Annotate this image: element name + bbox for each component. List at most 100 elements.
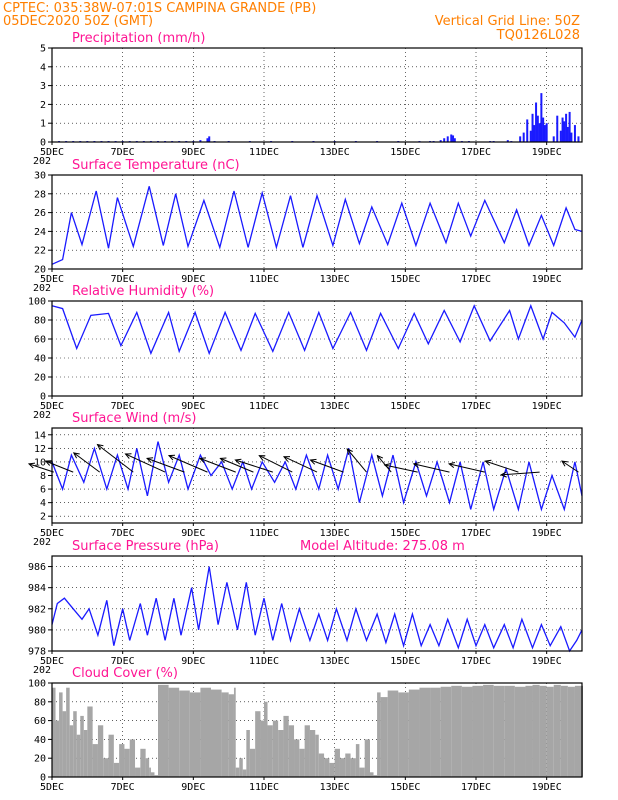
cloud-column — [140, 748, 146, 777]
wind-title: Surface Wind (m/s) — [72, 411, 196, 426]
cloud-column — [179, 690, 190, 777]
cloud-column — [324, 758, 330, 777]
header-date: 05DEC2020 50Z (GMT) — [3, 14, 153, 29]
cloud-column — [483, 684, 494, 777]
wind-vector-shaft — [384, 464, 418, 473]
precip-bar — [561, 117, 564, 142]
x-tick-label: 13DEC — [320, 782, 350, 793]
panel-temp: 20 22 24 26 28 30 5DEC 7DEC 9DEC 11DEC 13DEC 15DEC 1… — [33, 158, 583, 294]
y-tick-label: 4 — [40, 62, 46, 73]
y-tick-label: 8 — [40, 471, 46, 482]
cloud-column — [451, 685, 462, 777]
x-tick-label: 5DEC — [40, 147, 64, 158]
y-tick-label: 80 — [34, 316, 46, 327]
wind-vector — [72, 452, 100, 473]
wind-vector-shaft — [45, 460, 74, 473]
wind-vector-head — [146, 457, 154, 464]
precip-bar — [565, 113, 568, 142]
x-tick-label: 5DEC — [40, 401, 64, 412]
cloud-column — [472, 685, 484, 777]
x-tick-label: 17DEC — [461, 782, 491, 793]
x-tick-label: 17DEC — [461, 274, 491, 285]
x-year-label-clipped: 202 — [33, 665, 51, 676]
wind-vector-shaft — [283, 456, 318, 473]
precip-bar — [536, 115, 539, 142]
wind-vector-head — [44, 460, 52, 466]
panel-frame — [51, 555, 583, 652]
y-tick-label: 986 — [28, 562, 46, 573]
precip-bar — [543, 125, 546, 142]
cloud-column — [315, 734, 319, 777]
y-tick-label: 60 — [34, 335, 46, 346]
x-tick-label: 15DEC — [390, 656, 420, 667]
wind-vector-head — [447, 462, 456, 468]
cloud-column — [288, 725, 295, 777]
y-tick-label: 0 — [40, 138, 46, 149]
x-tick-label: 11DEC — [249, 528, 279, 539]
y-tick-label: 20 — [34, 754, 46, 765]
wind-vector — [383, 463, 418, 473]
x-tick-label: 7DEC — [111, 782, 135, 793]
cloud-column — [299, 748, 305, 777]
x-tick-label: 13DEC — [320, 274, 350, 285]
x-tick-label: 19DEC — [532, 656, 562, 667]
cloud-column — [345, 753, 351, 777]
cloud-column — [145, 758, 150, 777]
rh-title: Relative Humidity (%) — [72, 284, 214, 299]
wind-vector-head — [124, 453, 132, 459]
cloud-column — [52, 687, 56, 777]
x-tick-label: 17DEC — [461, 401, 491, 412]
precip-bar — [519, 136, 522, 142]
temp-line — [51, 186, 583, 265]
precip-bar — [531, 113, 534, 142]
wind-vector-shaft — [448, 463, 485, 473]
cloud-column — [504, 685, 515, 777]
cloud-column — [567, 686, 575, 777]
wind-vector-shaft — [168, 455, 208, 473]
cloud-column — [370, 772, 374, 777]
cloud-column — [546, 686, 554, 777]
precip-bar — [452, 135, 455, 142]
wind-vector — [258, 455, 293, 473]
cloud-column — [430, 687, 441, 777]
x-tick-label: 9DEC — [181, 656, 205, 667]
pres-title: Surface Pressure (hPa) — [72, 539, 219, 554]
x-tick-label: 7DEC — [111, 528, 135, 539]
y-tick-label: 14 — [34, 430, 46, 441]
y-tick-label: 20 — [34, 373, 46, 384]
cloud-column — [387, 690, 399, 777]
x-tick-label: 5DEC — [40, 528, 64, 539]
wind-vector-shaft — [125, 453, 166, 473]
cloud-column — [62, 711, 67, 777]
precip-bar — [206, 138, 209, 142]
panel-frame — [51, 47, 583, 143]
y-tick-label: 6 — [40, 485, 46, 496]
precip-bar — [535, 102, 538, 142]
panel-cloud: 0 20 40 60 80 100 5DEC 7DEC 9DEC 11DEC 13DEC 15DEC 1… — [28, 666, 583, 793]
panel-pres: 978 980 982 984 986 5DEC 7DEC 9DEC 11DEC 13DEC 15D… — [28, 539, 583, 676]
temp-title: Surface Temperature (nC) — [72, 158, 240, 173]
x-tick-label: 15DEC — [390, 528, 420, 539]
cloud-column — [304, 725, 310, 777]
cloud-column — [233, 687, 236, 777]
x-tick-label: 9DEC — [181, 147, 205, 158]
precip-bar — [533, 125, 536, 142]
y-tick-label: 28 — [34, 189, 46, 200]
cloud-column — [283, 715, 289, 777]
wind-vector — [309, 458, 344, 473]
y-tick-label: 40 — [34, 735, 46, 746]
wind-vector-shaft — [501, 471, 540, 476]
y-tick-label: 26 — [34, 208, 46, 219]
cloud-column — [539, 685, 547, 777]
precip-bar — [573, 125, 576, 142]
wind-vector — [146, 457, 185, 473]
wind-vector-shaft — [235, 459, 273, 473]
precip-bar — [545, 123, 548, 142]
precip-bar — [526, 119, 529, 142]
x-tick-label: 19DEC — [532, 274, 562, 285]
wind-vector — [234, 458, 273, 473]
cloud-column — [574, 685, 582, 777]
wind-vector-head — [376, 454, 384, 462]
wind-vector-shaft — [561, 460, 579, 473]
